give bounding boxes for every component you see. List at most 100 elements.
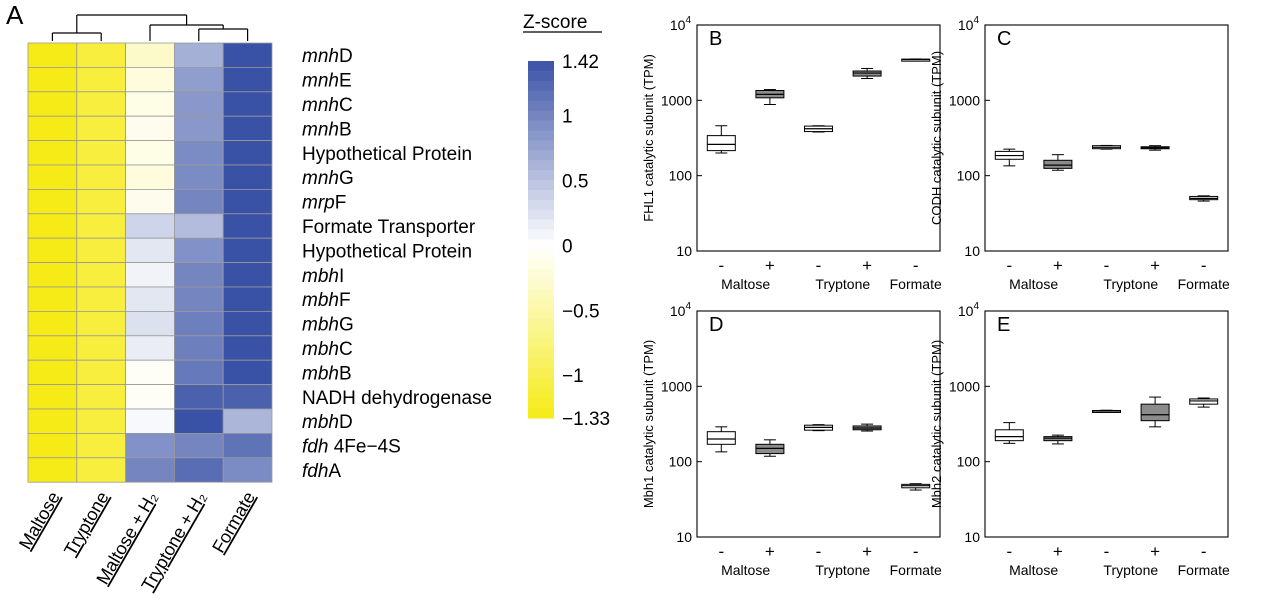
colorbar-tick-label: −0.5 xyxy=(562,301,600,322)
heatmap-cell xyxy=(125,188,175,215)
colorbar-band xyxy=(528,249,554,260)
panel-label: D xyxy=(709,314,723,336)
heatmap-cell xyxy=(27,42,78,68)
condition-sign-label: + xyxy=(1053,256,1063,275)
y-tick-label-base: 10 xyxy=(670,17,686,33)
heatmap-row-label-part: F xyxy=(335,193,347,214)
heatmap-cell xyxy=(125,91,175,117)
heatmap-cell xyxy=(173,115,224,141)
heatmap-cell xyxy=(76,310,127,337)
colorbar-band xyxy=(528,368,554,379)
heatmap-cell xyxy=(76,335,127,361)
colorbar-band xyxy=(528,180,554,191)
heatmap-cell xyxy=(125,213,175,239)
heatmap-row-label: mbhG xyxy=(302,315,354,336)
heatmap-cell xyxy=(222,408,273,434)
colorbar-band xyxy=(528,358,554,370)
heatmap-cell xyxy=(173,237,224,263)
y-tick-label: 100 xyxy=(957,168,981,184)
plot-frame xyxy=(984,310,1229,538)
heatmap-cell xyxy=(125,140,175,166)
heatmap-cell xyxy=(222,432,273,459)
heatmap-row-label-part: D xyxy=(339,46,353,67)
heatmap-cell xyxy=(222,91,273,117)
condition-sign-label: - xyxy=(1201,542,1207,561)
heatmap-cell xyxy=(125,42,175,68)
plot-frame xyxy=(696,24,941,252)
panel-label: E xyxy=(997,314,1010,336)
colorbar-band xyxy=(528,328,554,340)
colorbar-tick-label: −1.33 xyxy=(562,409,610,430)
heatmap-column-label: Formate xyxy=(208,488,259,556)
heatmap-cell xyxy=(76,457,127,483)
y-tick-label: 10 xyxy=(964,529,980,545)
heatmap-cell xyxy=(222,457,273,483)
heatmap-cell xyxy=(125,457,175,483)
heatmap-cell xyxy=(27,262,78,288)
heatmap-cell xyxy=(173,91,224,117)
heatmap-row-label-part: mbh xyxy=(302,266,339,287)
group-label: Formate xyxy=(1178,276,1230,292)
heatmap-cell xyxy=(76,67,127,93)
heatmap-cell xyxy=(27,286,78,312)
panel-label: B xyxy=(709,28,722,50)
heatmap-row-label: mrpF xyxy=(302,193,346,214)
heatmap-row-label-part: Formate Transporter xyxy=(302,217,476,238)
colorbar-band xyxy=(528,279,554,290)
heatmap-row-label-part: mbh xyxy=(302,363,339,384)
colorbar-band xyxy=(528,90,554,102)
condition-sign-label: - xyxy=(1006,256,1012,275)
box xyxy=(706,431,736,445)
group-label: Formate xyxy=(890,562,942,578)
y-axis-label-group: Mbh2 catalytic subunit (TPM) xyxy=(929,340,944,508)
heatmap-row-label-part: mrp xyxy=(302,193,335,214)
colorbar-band xyxy=(528,269,554,280)
heatmap-row-label: mnhD xyxy=(302,46,353,67)
heatmap-row-label-part: mnh xyxy=(302,119,339,140)
y-tick-label: 10 xyxy=(676,529,692,545)
colorbar-band xyxy=(528,259,554,270)
group-label: Tryptone xyxy=(1103,562,1158,578)
y-axis-label: Mbh1 catalytic subunit (TPM) xyxy=(641,340,656,508)
condition-sign-label: - xyxy=(1104,256,1110,275)
heatmap-row-label-part: E xyxy=(339,71,352,92)
heatmap-cell xyxy=(222,359,273,386)
heatmap-cell xyxy=(173,408,224,434)
heatmap-cell xyxy=(27,164,78,190)
heatmap-cell xyxy=(173,42,224,68)
colorbar-band xyxy=(528,100,554,112)
condition-sign-label: - xyxy=(913,542,919,561)
condition-sign-label: + xyxy=(765,256,775,275)
y-tick-label: 104 xyxy=(670,301,692,319)
heatmap-cell xyxy=(222,164,273,190)
colorbar-band xyxy=(528,398,554,409)
box xyxy=(706,135,736,152)
heatmap-cell xyxy=(222,67,273,93)
colorbar-band xyxy=(528,160,554,171)
heatmap-cell xyxy=(76,115,127,141)
group-label: Tryptone xyxy=(1103,276,1158,292)
colorbar-ticks: 1.42 1 0.5 0 −0.5 −1 −1.33 xyxy=(562,52,610,430)
heatmap-row-label-part: mbh xyxy=(302,412,339,433)
heatmap-row-label: mbhB xyxy=(302,363,352,384)
heatmap-cell xyxy=(222,140,273,166)
condition-sign-label: - xyxy=(718,542,724,561)
heatmap-cell xyxy=(27,115,78,141)
heatmap-cell xyxy=(125,164,175,190)
y-axis-label-group: FHL1 catalytic subunit (TPM) xyxy=(641,54,656,222)
condition-sign-label: + xyxy=(862,256,872,275)
heatmap-row-label-part: mbh xyxy=(302,339,339,360)
y-tick-label: 1000 xyxy=(661,92,692,108)
colorbar-band xyxy=(528,199,554,211)
heatmap-cell xyxy=(222,262,273,288)
heatmap-cell xyxy=(222,237,273,263)
heatmap-row-label: mbhC xyxy=(302,339,353,360)
group-label: Maltose xyxy=(721,276,770,292)
colorbar-band xyxy=(528,70,554,82)
colorbar-band xyxy=(528,388,554,399)
heatmap-column-label: Tryptone xyxy=(60,488,113,559)
heatmap-cell xyxy=(173,310,224,337)
